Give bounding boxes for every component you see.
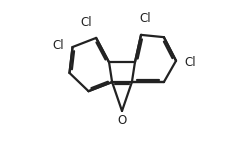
Text: Cl: Cl (81, 16, 92, 29)
Text: Cl: Cl (185, 56, 196, 69)
Text: Cl: Cl (140, 12, 152, 25)
Text: O: O (117, 114, 127, 127)
Text: Cl: Cl (52, 39, 64, 52)
